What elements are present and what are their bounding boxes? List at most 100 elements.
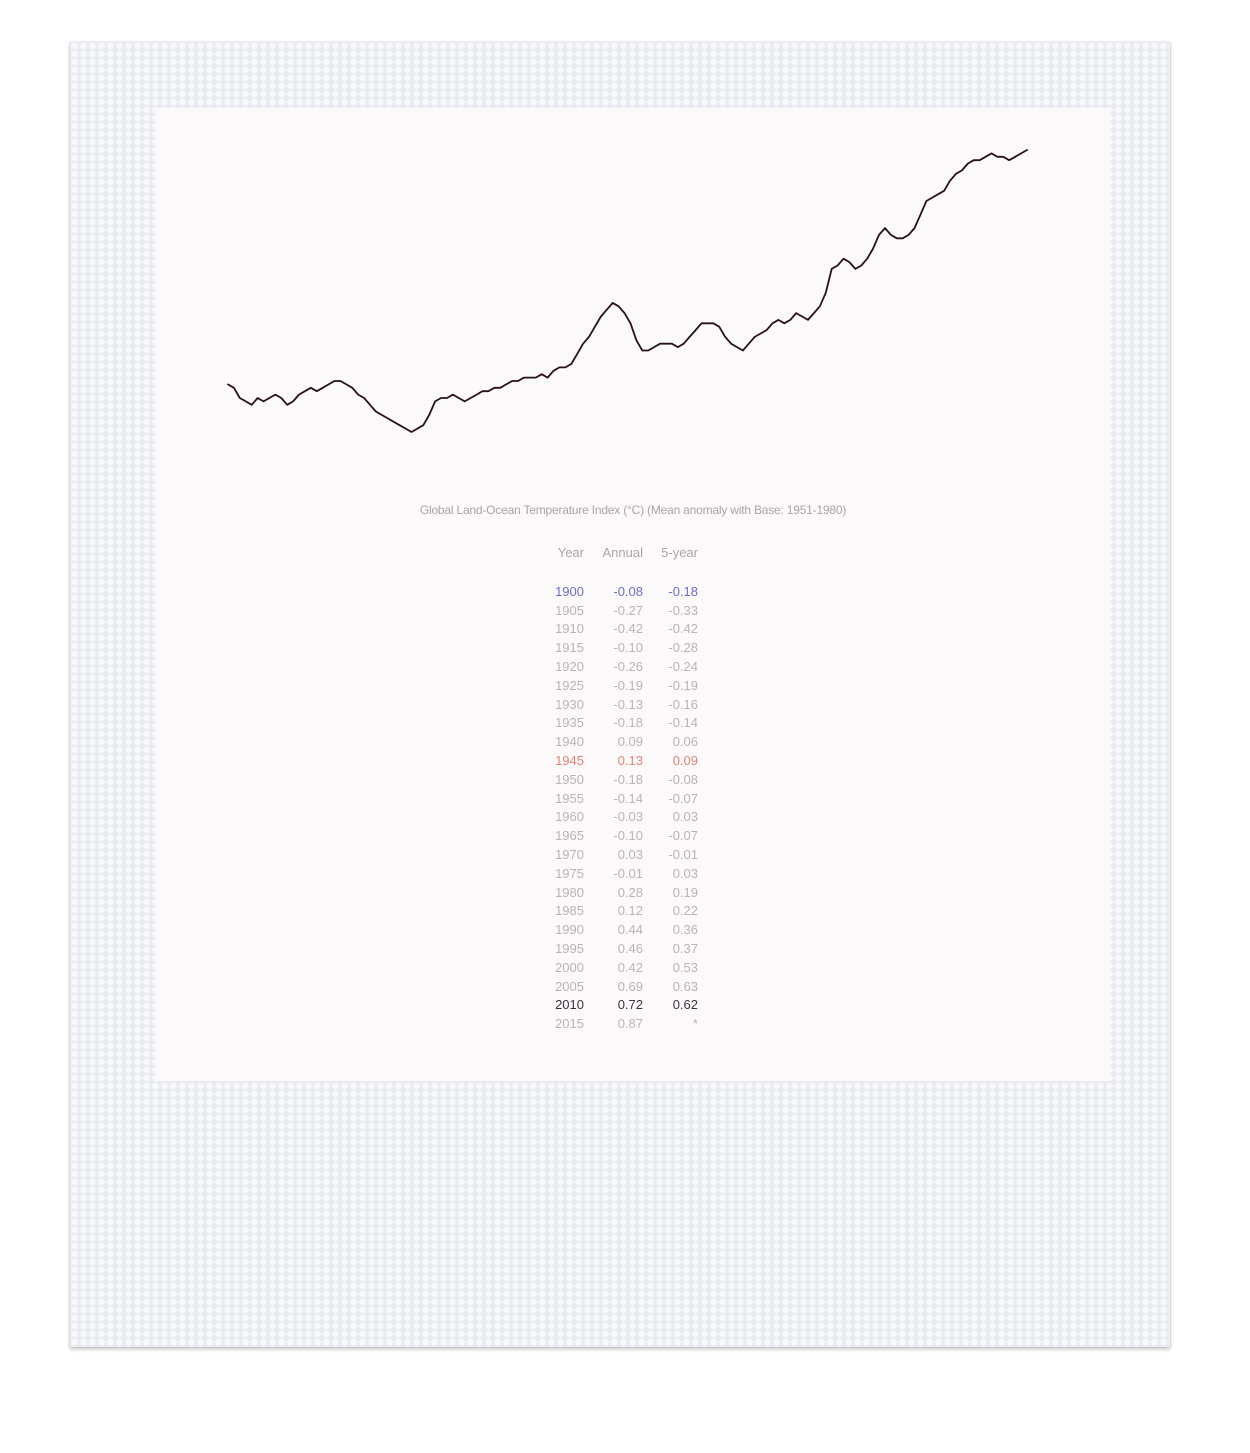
cell-annual: -0.14 (613, 790, 643, 806)
cell-five-year: -0.16 (668, 696, 698, 712)
cell-year: 1995 (555, 941, 584, 957)
cell-five-year: 0.06 (672, 734, 698, 750)
cell-five-year: 0.62 (672, 997, 698, 1013)
cell-five-year: -0.19 (668, 677, 698, 693)
cell-annual: 0.72 (617, 997, 643, 1013)
table-row: 1965 -0.10 -0.07 (537, 826, 698, 845)
cell-year: 1990 (555, 922, 584, 938)
cell-year: 1955 (555, 790, 584, 806)
temperature-series-line (227, 149, 1028, 433)
cell-annual: -0.19 (613, 677, 643, 693)
cell-five-year: 0.03 (672, 809, 698, 825)
cell-five-year: -0.28 (668, 640, 698, 656)
cell-year: 1960 (555, 809, 584, 825)
cell-annual: 0.42 (617, 959, 643, 975)
table-row: 1940 0.09 0.06 (537, 732, 698, 751)
cell-annual: 0.69 (617, 978, 643, 994)
cell-five-year: 0.63 (672, 978, 698, 994)
cell-five-year: -0.07 (668, 790, 698, 806)
cell-five-year: 0.22 (672, 903, 698, 919)
cell-five-year: -0.14 (668, 715, 698, 731)
temperature-table: Year Annual 5-year 1900 -0.08 -0.18 1905 -0.… (537, 542, 698, 1033)
table-title: Global Land-Ocean Temperature Index (°C)… (419, 503, 847, 517)
cell-five-year: -0.18 (668, 583, 698, 599)
photo-print: Global Land-Ocean Temperature Index (°C)… (156, 108, 1110, 1081)
header-year: Year (557, 544, 584, 560)
table-row: 1995 0.46 0.37 (537, 939, 698, 958)
cell-year: 1920 (555, 659, 584, 675)
table-row: 1970 0.03 -0.01 (537, 845, 698, 864)
cell-annual: -0.10 (613, 828, 643, 844)
cell-year: 1975 (555, 865, 584, 881)
cell-year: 1910 (555, 621, 584, 637)
cell-annual: -0.18 (613, 771, 643, 787)
cell-year: 2015 (555, 1016, 584, 1032)
table-row: 1945 0.13 0.09 (537, 751, 698, 770)
table-row: 1955 -0.14 -0.07 (537, 789, 698, 808)
cell-year: 2010 (555, 997, 584, 1013)
table-row: 1990 0.44 0.36 (537, 920, 698, 939)
cell-annual: 0.12 (617, 903, 643, 919)
cell-annual: -0.01 (613, 865, 643, 881)
cell-five-year: 0.53 (672, 959, 698, 975)
table-row: 1925 -0.19 -0.19 (537, 676, 698, 695)
cell-year: 1915 (555, 640, 584, 656)
table-row: 1905 -0.27 -0.33 (537, 601, 698, 620)
table-row: 1975 -0.01 0.03 (537, 864, 698, 883)
cell-annual: 0.44 (617, 922, 643, 938)
cell-year: 1905 (555, 602, 584, 618)
table-row: 1950 -0.18 -0.08 (537, 770, 698, 789)
cell-annual: 0.09 (617, 734, 643, 750)
cell-annual: -0.03 (613, 809, 643, 825)
table-row: 2015 0.87 * (537, 1014, 698, 1033)
table-spacer (537, 562, 698, 582)
cell-year: 1930 (555, 696, 584, 712)
cell-five-year: -0.42 (668, 621, 698, 637)
header-five-year: 5-year (661, 544, 698, 560)
cell-year: 1985 (555, 903, 584, 919)
cell-year: 1935 (555, 715, 584, 731)
table-row: 1930 -0.13 -0.16 (537, 695, 698, 714)
table-row: 1920 -0.26 -0.24 (537, 657, 698, 676)
temperature-chart (227, 149, 1028, 433)
cell-annual: -0.18 (613, 715, 643, 731)
cell-year: 1940 (555, 734, 584, 750)
cell-five-year: * (692, 1016, 698, 1032)
table-row: 1910 -0.42 -0.42 (537, 620, 698, 639)
cell-year: 1965 (555, 828, 584, 844)
cell-year: 1980 (555, 884, 584, 900)
cell-five-year: 0.37 (672, 941, 698, 957)
cell-five-year: -0.01 (668, 847, 698, 863)
table-row: 2010 0.72 0.62 (537, 996, 698, 1015)
table-row: 1985 0.12 0.22 (537, 902, 698, 921)
cell-annual: 0.87 (617, 1016, 643, 1032)
cell-year: 1945 (555, 753, 584, 769)
polaroid-frame: Global Land-Ocean Temperature Index (°C)… (70, 42, 1170, 1347)
cell-annual: -0.10 (613, 640, 643, 656)
cell-annual: -0.27 (613, 602, 643, 618)
cell-five-year: 0.09 (672, 753, 698, 769)
cell-annual: -0.42 (613, 621, 643, 637)
cell-five-year: -0.08 (668, 771, 698, 787)
table-header-row: Year Annual 5-year (537, 542, 698, 562)
cell-annual: -0.13 (613, 696, 643, 712)
table-row: 1900 -0.08 -0.18 (537, 582, 698, 601)
header-annual: Annual (602, 544, 643, 560)
cell-five-year: 0.36 (672, 922, 698, 938)
cell-year: 1925 (555, 677, 584, 693)
table-body: 1900 -0.08 -0.18 1905 -0.27 -0.33 1910 -0.42 -0.… (537, 562, 698, 1033)
cell-annual: -0.26 (613, 659, 643, 675)
cell-five-year: -0.24 (668, 659, 698, 675)
cell-year: 1950 (555, 771, 584, 787)
cell-annual: 0.28 (617, 884, 643, 900)
cell-annual: -0.08 (613, 583, 643, 599)
cell-five-year: 0.03 (672, 865, 698, 881)
cell-five-year: -0.07 (668, 828, 698, 844)
cell-five-year: -0.33 (668, 602, 698, 618)
table-row: 1960 -0.03 0.03 (537, 808, 698, 827)
table-row: 2005 0.69 0.63 (537, 977, 698, 996)
cell-five-year: 0.19 (672, 884, 698, 900)
cell-annual: 0.46 (617, 941, 643, 957)
table-row: 1935 -0.18 -0.14 (537, 714, 698, 733)
table-row: 1915 -0.10 -0.28 (537, 638, 698, 657)
